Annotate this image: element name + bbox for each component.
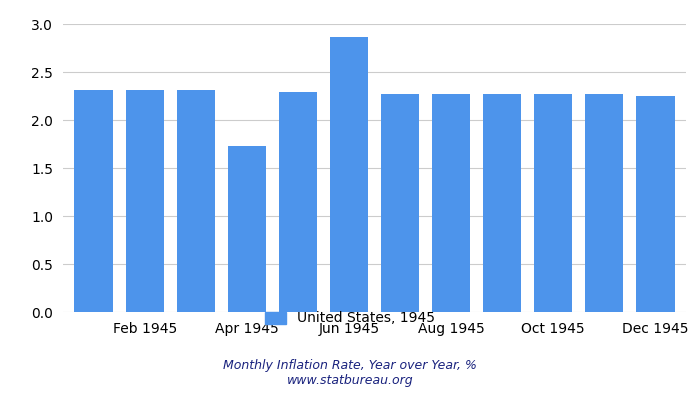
Legend: United States, 1945: United States, 1945 [260, 306, 440, 331]
Bar [74, 90, 113, 312]
Bar [432, 94, 470, 312]
Text: Monthly Inflation Rate, Year over Year, %: Monthly Inflation Rate, Year over Year, … [223, 360, 477, 372]
Bar [176, 90, 215, 312]
Bar [279, 92, 317, 312]
Bar [585, 94, 624, 312]
Bar [330, 38, 368, 312]
Bar [381, 94, 419, 312]
Bar [534, 94, 573, 312]
Bar [636, 96, 675, 312]
Bar [483, 94, 522, 312]
Text: www.statbureau.org: www.statbureau.org [287, 374, 413, 387]
Bar [125, 90, 164, 312]
Bar [228, 146, 266, 312]
